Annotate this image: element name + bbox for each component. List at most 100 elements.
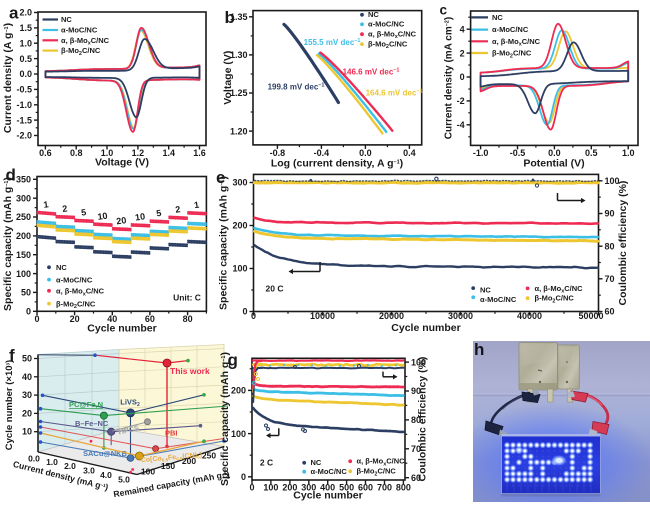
svg-text:150: 150 [16,250,31,260]
svg-text:g: g [228,351,238,370]
svg-text:2: 2 [175,204,181,215]
svg-text:SACu@NKB: SACu@NKB [83,449,128,458]
svg-text:2: 2 [62,203,68,214]
svg-text:HPCS: HPCS [118,423,140,436]
svg-text:Current density (mA cm–2​): Current density (mA cm–2​) [444,17,455,139]
svg-text:1.0: 1.0 [46,457,58,467]
svg-text:60: 60 [145,314,155,324]
svg-text:α-MoC/NC: α-MoC/NC [61,26,98,35]
svg-text:3.0: 3.0 [83,466,95,476]
svg-text:0.5: 0.5 [585,148,598,158]
svg-text:40: 40 [107,314,117,324]
svg-text:30: 30 [22,390,32,400]
svg-text:0: 0 [34,314,39,324]
svg-text:5: 5 [81,207,87,218]
svg-text:-1.0: -1.0 [16,100,32,110]
svg-text:700: 700 [377,483,392,493]
svg-text:0.6: 0.6 [39,148,52,158]
svg-text:b: b [225,8,235,27]
svg-text:100: 100 [16,269,31,279]
svg-text:10000: 10000 [310,311,335,321]
svg-text:350: 350 [16,175,31,185]
svg-text:Current density (A g–1​): Current density (A g–1​) [2,23,14,133]
svg-text:164.6 mV dec–1​: 164.6 mV dec–1​ [366,88,423,97]
svg-text:β-Mo2​C/NC: β-Mo2​C/NC [368,39,408,50]
svg-text:Cycle number: Cycle number [391,322,460,334]
svg-text:Specific capacity (mAh g–1​): Specific capacity (mAh g–1​) [218,176,230,310]
svg-text:2 C: 2 C [260,458,273,468]
svg-text:NC: NC [492,13,503,22]
svg-text:β-Mo2​C/NC: β-Mo2​C/NC [357,467,397,478]
svg-text:Log (current density, A g–1​): Log (current density, A g–1​) [271,158,403,170]
svg-text:1.35: 1.35 [230,12,248,22]
svg-text:199.8 mV dec–1​: 199.8 mV dec–1​ [268,82,325,91]
svg-text:α-MoC/NC: α-MoC/NC [311,467,348,476]
svg-text:40000: 40000 [517,311,542,321]
svg-text:d: d [6,166,16,185]
svg-text:50: 50 [21,288,31,298]
svg-text:200: 200 [282,483,297,493]
svg-text:250: 250 [16,212,31,222]
svg-text:200: 200 [16,231,31,241]
svg-text:0.8: 0.8 [70,148,83,158]
svg-text:10: 10 [22,427,32,437]
svg-text:α, β-Mox​C/NC: α, β-Mox​C/NC [61,36,110,47]
svg-text:300: 300 [16,193,31,203]
svg-text:0: 0 [26,307,31,317]
svg-text:90: 90 [411,386,421,396]
svg-text:70: 70 [605,274,615,284]
svg-text:α-MoC/NC: α-MoC/NC [56,275,93,284]
svg-text:-1.5: -1.5 [16,115,32,125]
svg-text:β-Mo2​C/NC: β-Mo2​C/NC [535,294,575,305]
svg-text:Cycle number (×103​): Cycle number (×103​) [4,360,15,450]
svg-text:1.25: 1.25 [230,88,248,98]
svg-text:300: 300 [301,483,316,493]
svg-text:60: 60 [605,307,615,317]
svg-text:-4: -4 [457,120,465,130]
svg-text:0: 0 [241,472,246,482]
svg-text:1.5: 1.5 [19,23,32,33]
svg-text:0.0: 0.0 [19,69,32,79]
svg-text:20 C: 20 C [266,284,284,294]
svg-text:Voltage (V): Voltage (V) [95,157,149,169]
svg-text:20: 20 [116,215,127,226]
svg-text:1.4: 1.4 [162,148,175,158]
svg-text:α, β-Mox​C/NC: α, β-Mox​C/NC [535,284,584,295]
svg-text:30000: 30000 [448,311,473,321]
svg-text:100: 100 [231,429,246,439]
svg-text:400: 400 [320,483,335,493]
svg-text:20: 20 [70,314,80,324]
svg-text:Coulombic efficiency (%): Coulombic efficiency (%) [417,357,429,482]
svg-text:5: 5 [156,208,162,219]
svg-text:Specific capacity (mAh g–1​): Specific capacity (mAh g–1​) [219,352,231,486]
svg-text:500: 500 [339,483,354,493]
svg-text:20: 20 [22,408,32,418]
svg-text:1.0: 1.0 [19,39,32,49]
svg-text:-1.0: -1.0 [473,148,489,158]
svg-text:β-Mo2​C/NC: β-Mo2​C/NC [56,299,96,310]
svg-text:1: 1 [43,199,49,210]
svg-text:h: h [474,340,484,359]
svg-text:0: 0 [460,72,465,82]
svg-text:200: 200 [232,221,247,231]
svg-text:300: 300 [232,178,247,188]
svg-text:60: 60 [411,473,421,483]
svg-text:200: 200 [231,386,246,396]
svg-text:NC: NC [56,263,67,272]
svg-text:α, β-Mox​C/NC: α, β-Mox​C/NC [56,287,105,298]
svg-text:80: 80 [183,314,193,324]
svg-text:100: 100 [141,467,155,477]
svg-text:β-Mo2​C/NC: β-Mo2​C/NC [61,46,101,57]
svg-text:150: 150 [161,461,175,471]
svg-text:100: 100 [605,176,620,186]
svg-text:α-MoC/NC: α-MoC/NC [492,25,529,34]
svg-text:50: 50 [22,354,32,364]
svg-text:80: 80 [411,415,421,425]
svg-text:800: 800 [396,483,411,493]
svg-text:0.0: 0.0 [548,148,561,158]
svg-text:α, β-Mox​C/NC: α, β-Mox​C/NC [492,37,541,48]
svg-text:50000: 50000 [578,311,603,321]
svg-text:Unit: C: Unit: C [173,292,201,302]
svg-text:α-MoC/NC: α-MoC/NC [368,20,405,29]
svg-text:2: 2 [460,48,465,58]
